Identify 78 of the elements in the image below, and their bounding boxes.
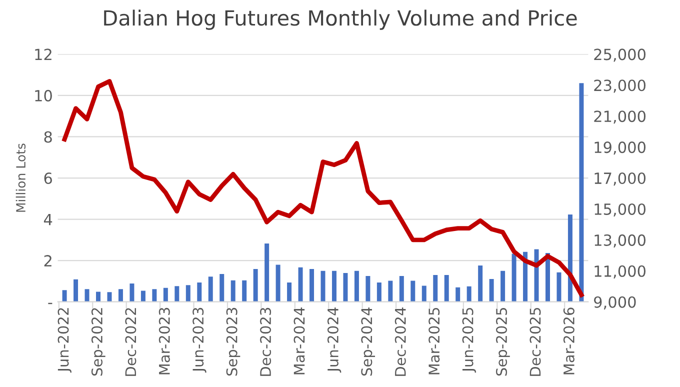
x-tick-label: Dec-2022 — [125, 308, 136, 376]
bar — [276, 264, 280, 302]
bar — [118, 289, 123, 302]
x-tick-label: Jun-2025 — [462, 308, 476, 373]
bar — [410, 280, 416, 302]
x-tick-label: Jun-2024 — [327, 308, 342, 373]
bar — [230, 280, 236, 302]
bar — [253, 269, 258, 302]
bar — [152, 289, 157, 302]
y-tick-label: 6 — [44, 172, 52, 184]
bar — [556, 272, 562, 302]
y2-tick-label: 23,000 — [594, 80, 646, 93]
x-tick-label: Dec-2024 — [394, 308, 406, 376]
bar — [208, 276, 213, 302]
y-tick-label: 10 — [35, 90, 52, 102]
x-tick-label: Mar-2024 — [294, 308, 305, 374]
bar — [62, 290, 67, 302]
x-tick-label: Jun-2023 — [192, 308, 206, 373]
y2-tick-label: 25,000 — [594, 48, 646, 62]
bar — [332, 270, 336, 302]
y-tick-label: 2 — [44, 255, 52, 266]
bar — [366, 276, 370, 302]
y-axis-title: Million Lots — [16, 144, 26, 212]
x-tick-label: Dec-2025 — [530, 308, 541, 376]
bar — [310, 269, 314, 302]
x-tick-label: Sep-2024 — [361, 308, 376, 376]
y2-tick-label: 15,000 — [594, 203, 646, 217]
bar — [466, 286, 472, 302]
bar — [399, 276, 404, 302]
x-tick-label: Mar-2026 — [563, 308, 574, 374]
bar — [140, 290, 146, 302]
bar — [456, 287, 460, 302]
x-tick-label: Jun-2022 — [58, 308, 72, 373]
bar — [107, 292, 112, 302]
bar — [343, 272, 348, 302]
y2-tick-label: 19,000 — [594, 142, 646, 155]
bar — [388, 280, 393, 302]
bar — [96, 292, 100, 302]
x-tick-label: Sep-2022 — [91, 308, 106, 376]
bar — [579, 83, 584, 302]
bar — [174, 286, 180, 302]
bar — [163, 288, 168, 302]
bar — [500, 270, 506, 302]
bar — [197, 282, 202, 302]
y2-tick-label: 11,000 — [594, 265, 646, 278]
y-tick-label: - — [48, 302, 52, 304]
y2-tick-label: 21,000 — [594, 110, 646, 124]
x-tick-label: Sep-2025 — [496, 308, 510, 376]
chart-title: Dalian Hog Futures Monthly Volume and Price — [104, 10, 577, 30]
bar — [298, 267, 303, 302]
bar — [568, 214, 572, 302]
bar — [422, 286, 426, 302]
bar — [186, 285, 190, 302]
bar — [444, 275, 449, 302]
bar — [264, 243, 270, 302]
x-tick-label: Mar-2025 — [428, 308, 440, 374]
bar — [354, 270, 359, 302]
bar — [220, 274, 224, 302]
bar — [130, 283, 134, 302]
bar — [242, 280, 247, 302]
bar — [74, 279, 78, 302]
line-series — [62, 79, 584, 298]
y2-tick-label: 17,000 — [594, 172, 646, 186]
bar — [84, 289, 90, 302]
x-tick-label: Dec-2023 — [260, 308, 272, 376]
y2-tick-label: 9,000 — [594, 296, 636, 310]
y-tick-label: 12 — [35, 48, 52, 60]
y-tick-label: 4 — [44, 214, 52, 226]
bar — [489, 278, 494, 302]
bar — [478, 266, 483, 302]
x-tick-label: Mar-2023 — [158, 308, 170, 374]
y-tick-label: 8 — [44, 131, 52, 143]
bar — [287, 282, 292, 302]
bar — [433, 275, 438, 302]
bar — [376, 282, 382, 302]
y2-tick-label: 13,000 — [594, 234, 646, 248]
bar — [512, 254, 516, 302]
x-tick-label: Sep-2023 — [226, 308, 240, 376]
